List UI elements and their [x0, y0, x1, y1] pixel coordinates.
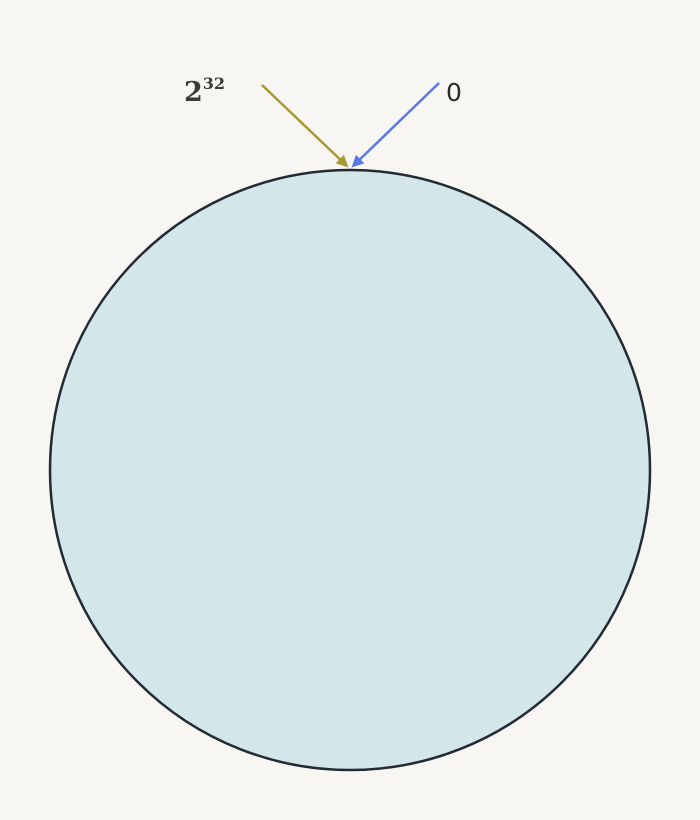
zero-value-label: 0 — [446, 78, 462, 107]
max-value-label: 232 — [184, 74, 225, 108]
zero-value-arrow — [351, 82, 440, 168]
max-value-exponent: 32 — [203, 74, 225, 93]
max-value-base: 2 — [184, 77, 203, 108]
hash-ring-circle — [48, 168, 652, 772]
max-value-arrow — [261, 84, 349, 168]
